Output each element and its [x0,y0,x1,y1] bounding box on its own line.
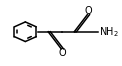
Text: O: O [85,6,92,16]
Text: O: O [58,48,66,58]
Text: NH$_2$: NH$_2$ [99,25,119,39]
